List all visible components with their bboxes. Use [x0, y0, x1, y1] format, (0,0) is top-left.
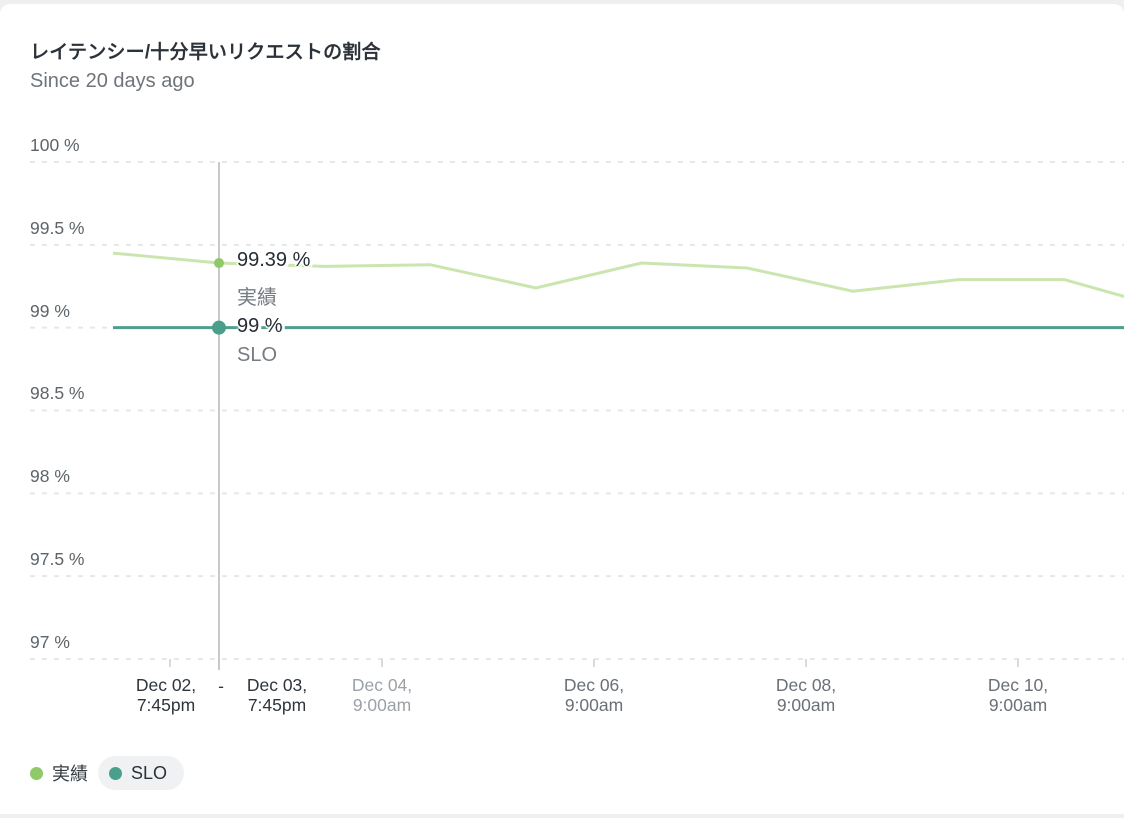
tooltip-slo-value: 99 % [237, 315, 283, 337]
series-line-actual [112, 251, 1124, 299]
x-tick-label: Dec 08, 9:00am [775, 675, 837, 715]
chart-subtitle: Since 20 days ago [30, 70, 195, 92]
y-tick-label: 97.5 % [30, 549, 85, 570]
hover-dot-actual [214, 258, 224, 269]
latency-slo-chart[interactable]: 100 % 99.5 % 99 % 98.5 % 98 % 97.5 % 97 % Dec … [0, 4, 1124, 814]
hover-dot-slo [212, 320, 226, 335]
legend-item-actual[interactable]: 実績 [30, 756, 88, 790]
x-tick-label: Dec 10, 9:00am [987, 675, 1049, 715]
y-tick-label: 98 % [30, 466, 70, 487]
legend-label-actual: 実績 [52, 764, 88, 784]
tooltip-actual-label: 実績 [237, 287, 277, 309]
y-tick-label: 100 % [30, 135, 80, 155]
tooltip-slo-label: SLO [237, 344, 278, 366]
x-tick-label: Dec 04, 9:00am [351, 675, 413, 715]
plot-area[interactable] [0, 4, 1124, 818]
y-tick-label: 98.5 % [30, 383, 85, 404]
hover-range-separator: - [218, 676, 224, 696]
y-tick-label: 99 % [30, 300, 70, 321]
tooltip-actual-value: 99.39 % [237, 249, 311, 271]
x-tick-label: Dec 03, 7:45pm [246, 675, 308, 715]
x-tick-label: Dec 02, 7:45pm [135, 675, 197, 715]
x-tick-label: Dec 06, 9:00am [563, 675, 625, 715]
slo-chart-card: レイテンシー/十分早いリクエストの割合 Since 20 days ago 10… [0, 4, 1124, 814]
chart-legend: 実績 SLO [30, 756, 185, 790]
slo-series-dot-icon [109, 766, 122, 780]
legend-item-slo[interactable]: SLO [98, 756, 185, 790]
legend-label-slo: SLO [131, 762, 168, 783]
y-tick-label: 97 % [30, 631, 70, 652]
actual-series-dot-icon [30, 766, 43, 780]
y-tick-label: 99.5 % [30, 217, 85, 238]
chart-title: レイテンシー/十分早いリクエストの割合 [30, 42, 381, 63]
